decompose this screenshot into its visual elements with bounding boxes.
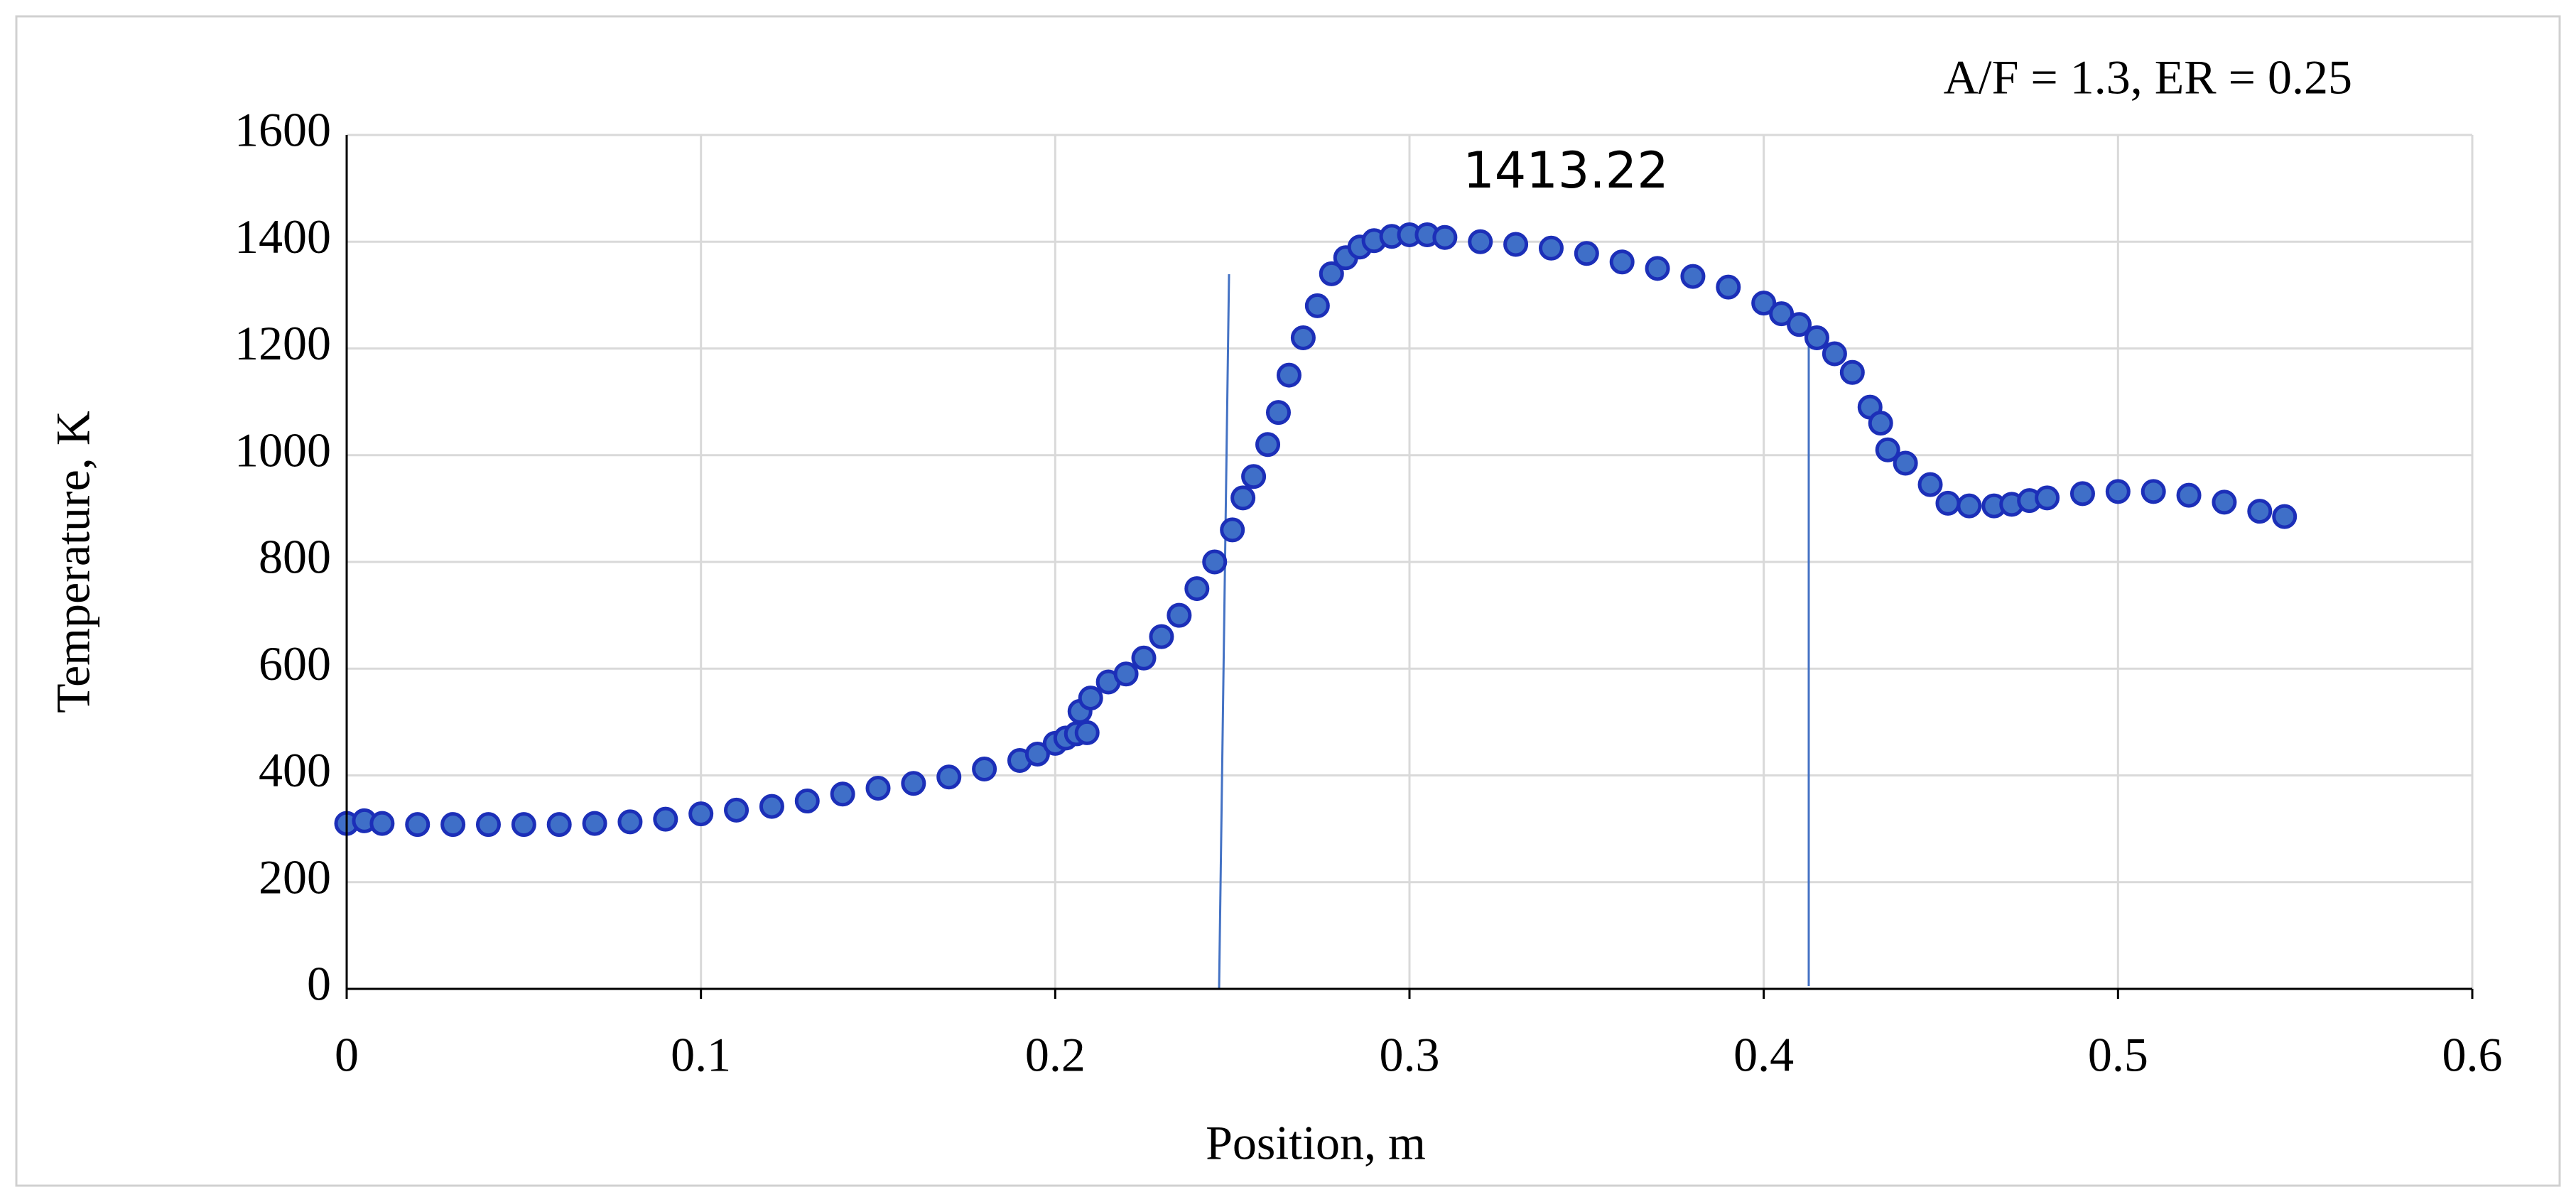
point (936, 764, 962, 790)
point (1804, 325, 1829, 350)
point (2105, 479, 2131, 504)
y-tick-label: 0 (307, 957, 331, 1011)
point (1078, 686, 1103, 711)
point (1220, 517, 1245, 543)
point (475, 812, 501, 838)
point (1574, 241, 1599, 266)
point (582, 811, 607, 836)
point (1917, 472, 1943, 497)
point (1432, 224, 1458, 250)
point (1716, 274, 1741, 300)
x-tick-label: 0.3 (1380, 1028, 1440, 1082)
x-tick-label: 0.6 (2442, 1028, 2503, 1082)
point (2247, 499, 2273, 524)
point (1149, 624, 1174, 649)
y-tick-label: 600 (259, 637, 331, 691)
x-tick-label: 0.5 (2088, 1028, 2148, 1082)
point (830, 781, 855, 807)
point (1839, 359, 1865, 385)
point (2035, 485, 2060, 511)
point (2176, 482, 2202, 508)
x-tick-label: 0 (335, 1028, 359, 1082)
point (1184, 576, 1210, 602)
point (1024, 741, 1050, 767)
point (1609, 249, 1635, 275)
point (617, 809, 643, 835)
point (369, 811, 395, 836)
point (1957, 493, 1982, 519)
y-tick-label: 400 (259, 743, 331, 797)
x-tick-label: 0.4 (1733, 1028, 1794, 1082)
point (1167, 602, 1192, 628)
point (1230, 485, 1256, 511)
point (1787, 312, 1812, 337)
y-tick-label: 200 (259, 850, 331, 904)
points (334, 222, 2298, 838)
point (972, 756, 997, 781)
point (653, 806, 678, 832)
point (1255, 432, 1281, 457)
point (1265, 400, 1291, 426)
point (1538, 235, 1564, 261)
point (1935, 490, 1961, 516)
x-tick-label: 0.2 (1025, 1028, 1086, 1082)
point (1074, 720, 1100, 745)
point (1202, 549, 1228, 575)
y-axis-title: Temperature, K (46, 411, 100, 713)
point (1304, 293, 1330, 318)
point (1131, 645, 1157, 671)
point (440, 812, 466, 838)
y-tick-label: 1400 (234, 210, 331, 264)
point (405, 812, 431, 838)
chart-border (15, 15, 2561, 1187)
point (2272, 504, 2298, 529)
point (1645, 256, 1670, 281)
point (1751, 291, 1777, 316)
point (1769, 301, 1795, 327)
point (2141, 479, 2166, 504)
peak-label: 1413.22 (1463, 141, 1668, 200)
point (901, 771, 926, 796)
y-tick-label: 1200 (234, 316, 331, 370)
point (2212, 489, 2237, 515)
y-tick-label: 1600 (234, 103, 331, 157)
grid (345, 134, 2474, 990)
x-tick-label: 0.1 (671, 1028, 731, 1082)
point (1468, 229, 1493, 254)
point (1319, 261, 1344, 286)
point (724, 797, 749, 823)
point (794, 789, 820, 814)
point (1875, 437, 1900, 462)
point (688, 801, 714, 827)
point (511, 812, 536, 838)
point (759, 794, 784, 819)
y-tick-label: 1000 (234, 423, 331, 477)
annotation: A/F = 1.3, ER = 0.25 (1944, 50, 2352, 104)
point (1893, 450, 1918, 476)
point (1680, 264, 1706, 289)
point (1868, 411, 1893, 436)
point (546, 812, 572, 838)
point (1276, 362, 1301, 388)
point (1822, 341, 1847, 367)
point (2069, 481, 2095, 507)
point (1503, 232, 1529, 257)
marker-line (1218, 274, 1230, 990)
point (1113, 661, 1139, 687)
point (1241, 464, 1267, 489)
point (865, 776, 891, 801)
y-tick-label: 800 (259, 530, 331, 584)
x-axis-title: Position, m (1206, 1116, 1426, 1170)
point (1290, 325, 1316, 350)
